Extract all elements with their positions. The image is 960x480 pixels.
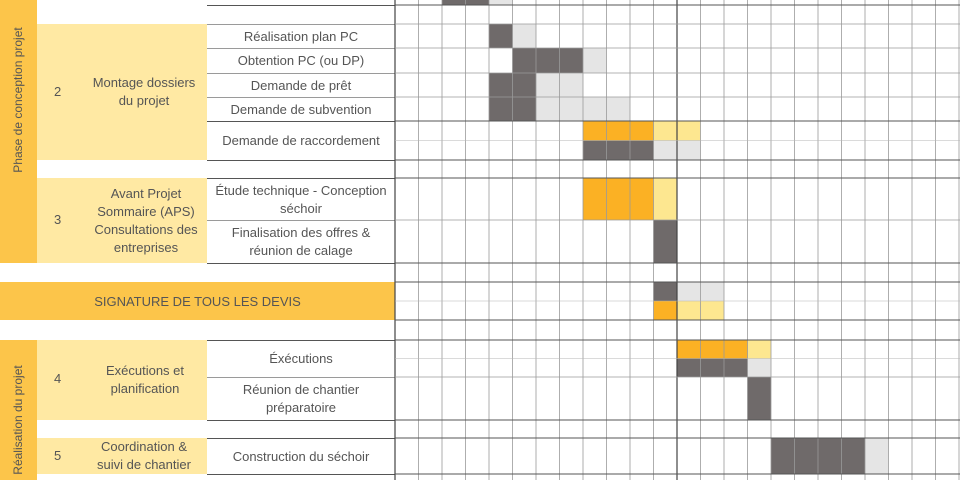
gantt-bar [489,0,513,5]
task-name-realisation-plan-pc: Réalisation plan PC [243,28,359,44]
row-separator [207,220,395,221]
lot-number-5: 5 [54,448,62,463]
gantt-bar [653,220,677,263]
gantt-bar [747,358,771,377]
task-name-construction-sechoir: Construction du séchoir [232,448,370,464]
gantt-bar [653,282,677,301]
task-name-demande-subvention: Demande de subvention [230,101,372,117]
lot-title-3: Avant Projet Sommaire (APS) Consultation… [94,186,198,255]
lot-title-2: Montage dossiers du projet [92,75,196,108]
phase-band-realisation [0,340,37,480]
gantt-bar [489,24,513,48]
row-separator [207,24,395,25]
row-separator [207,474,395,475]
lot-title-4: Exécutions et planification [105,363,185,396]
task-name-etude-technique: Étude technique - Conception séchoir [215,182,387,216]
gantt-bar [653,178,677,220]
row-separator [207,438,395,439]
task-name-obtention-pc: Obtention PC (ou DP) [237,53,365,68]
gantt-bar [677,358,748,377]
gantt-bar [747,377,771,420]
row-separator [207,263,395,264]
lot-band-2 [37,24,207,160]
row-separator [207,178,395,179]
row-separator [207,340,395,341]
lot-number-4: 4 [54,371,62,386]
row-separator [207,160,395,161]
row-separator [207,420,395,421]
gantt-bar [583,121,654,141]
gantt-bar [583,178,654,220]
lot-number-2: 2 [54,84,62,99]
gantt-bar [512,24,536,48]
phase-band-conception [0,0,37,263]
row-separator [207,377,395,378]
gantt-bar [512,48,583,73]
row-separator [207,5,395,6]
row-separator [207,121,395,122]
task-name-executions: Éxécutions [269,351,333,366]
row-separator [207,73,395,74]
signature-label: SIGNATURE DE TOUS LES DEVIS [94,293,301,309]
gantt-bar [677,340,748,359]
gantt-bar [583,48,607,73]
task-name-reunion-chantier: Réunion de chantier préparatoire [242,382,360,415]
signature-band [0,282,395,320]
row-separator [207,97,395,98]
gantt-bar [747,340,771,359]
lot-band-3 [37,178,207,263]
row-separator [207,48,395,49]
lot-band-4 [37,340,207,420]
task-name-finalisation-offres: Finalisation des offres & réunion de cal… [231,225,371,258]
gantt-bar [583,140,654,160]
lot-band-5 [37,438,207,474]
task-name-demande-pret: Demande de prêt [250,77,352,93]
gantt-bar [653,301,677,320]
lot-number-3: 3 [54,212,62,227]
lot-title-5: Coordination & suivi de chantier [97,439,191,472]
gantt-bar [865,438,889,474]
task-name-demande-raccordement: Demande de raccordement [222,133,380,148]
